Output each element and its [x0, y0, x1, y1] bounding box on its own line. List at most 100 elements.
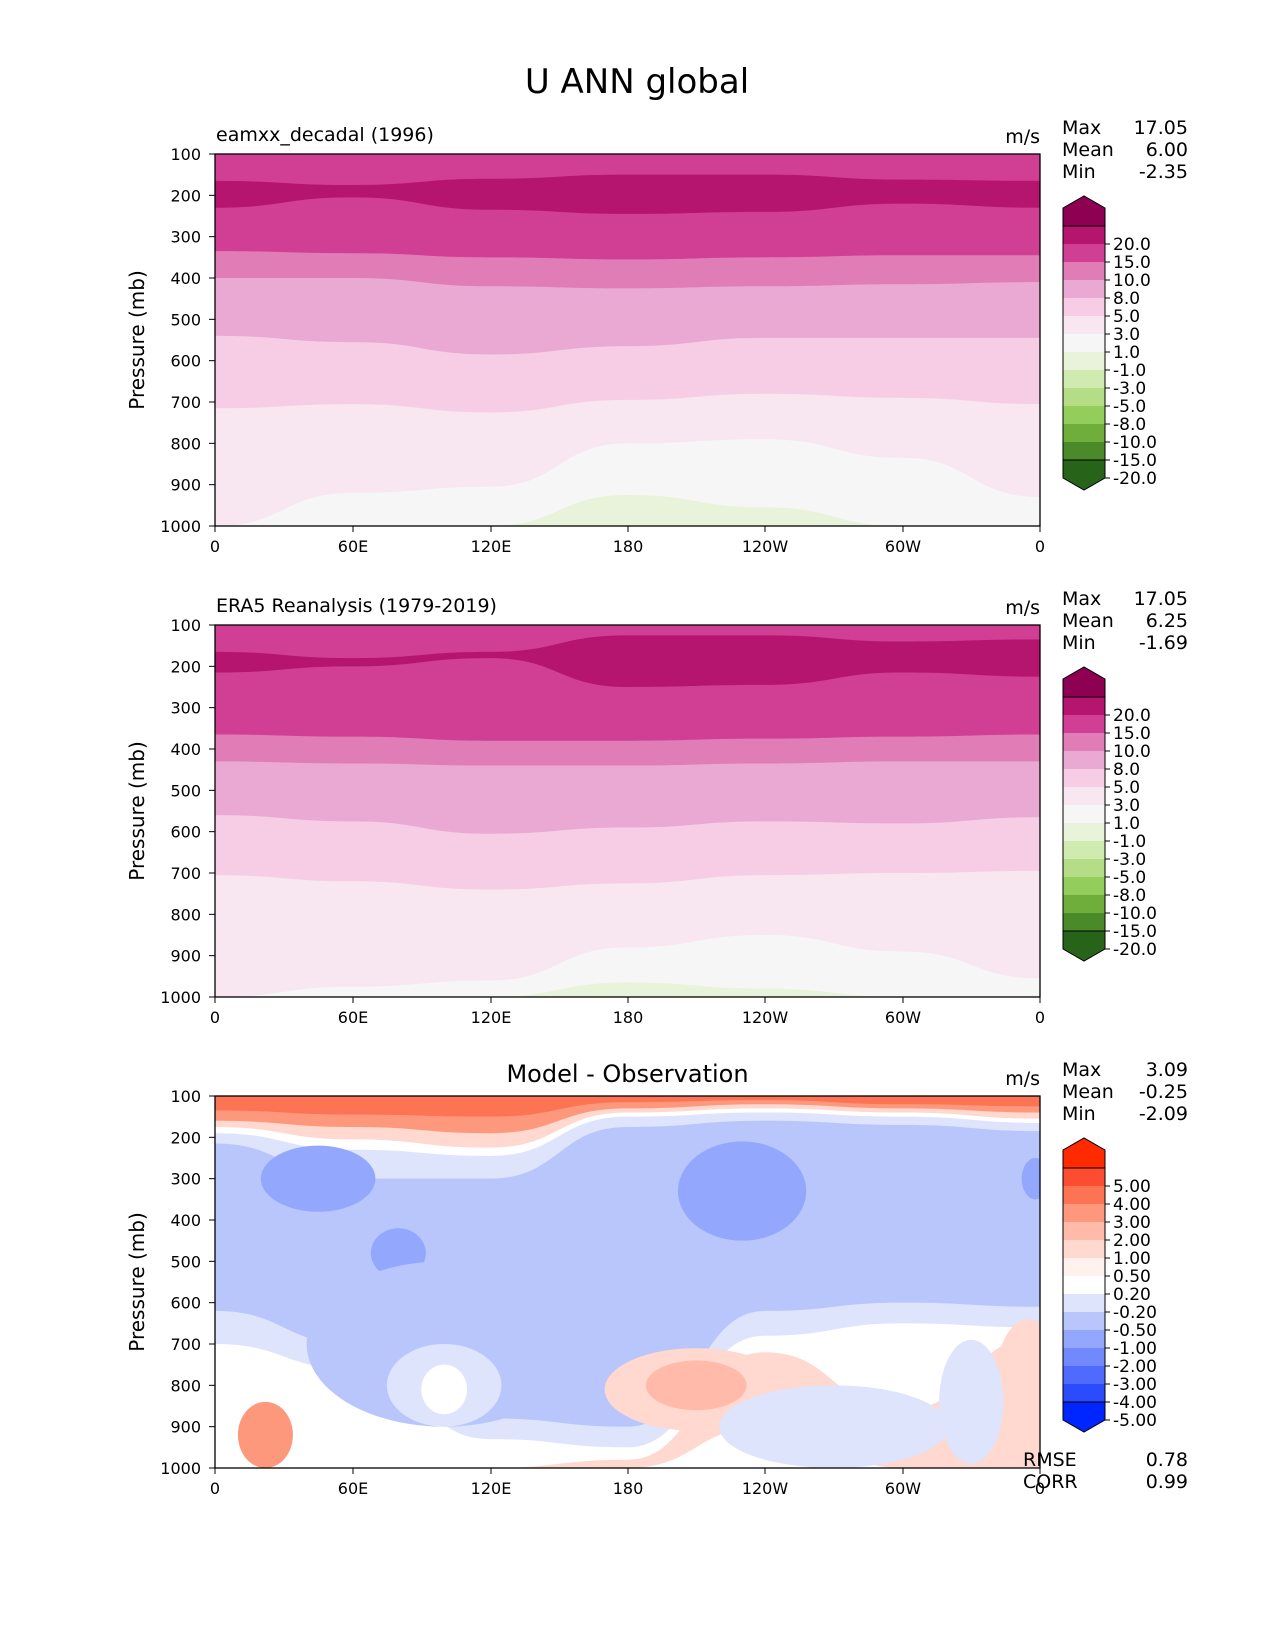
y-tick-label: 600 [170, 823, 201, 842]
contour-feature-13 [719, 1385, 949, 1468]
contour-feature-1 [260, 1145, 376, 1212]
colorbar-level-label: -3.0 [1113, 850, 1146, 870]
x-tick-label: 60W [885, 1479, 921, 1498]
y-tick-label: 100 [170, 145, 201, 164]
colorbar-level-label: -1.0 [1113, 832, 1146, 852]
colorbar-cell [1063, 1312, 1105, 1330]
stat-mean-value: 6.25 [1146, 610, 1188, 632]
colorbar-extend-bottom [1062, 930, 1106, 962]
colorbar-cell [1063, 859, 1105, 877]
y-tick-label: 200 [170, 186, 201, 205]
colorbar-level-label: 10.0 [1113, 742, 1151, 762]
x-tick-label: 120W [742, 537, 789, 556]
y-tick-label: 800 [170, 434, 201, 453]
stat-max-label: Max [1062, 588, 1101, 610]
y-tick-label: 500 [170, 310, 201, 329]
contour-field [215, 154, 1040, 526]
x-tick-label: 180 [613, 1479, 644, 1498]
colorbar-level-label: 3.0 [1113, 325, 1140, 345]
colorbar-cell [1063, 733, 1105, 751]
y-tick-label: 400 [170, 1211, 201, 1230]
colorbar-level-label: 0.20 [1113, 1285, 1151, 1305]
colorbar-level-label: -5.00 [1113, 1411, 1157, 1431]
colorbar-level-label: 1.0 [1113, 343, 1140, 363]
colorbar-cell [1063, 1258, 1105, 1276]
colorbar-level-label: -1.00 [1113, 1339, 1157, 1359]
units-label: m/s [1005, 126, 1040, 148]
stat-max-label: Max [1062, 1059, 1101, 1081]
colorbar-level-label: 15.0 [1113, 253, 1151, 273]
colorbar-level-label: 5.00 [1113, 1177, 1151, 1197]
colorbar-extend-bottom [1062, 459, 1106, 491]
colorbar-cell [1063, 334, 1105, 352]
colorbar-level-label: -5.0 [1113, 397, 1146, 417]
colorbar-cell [1063, 697, 1105, 715]
y-tick-label: 400 [170, 740, 201, 759]
stat-min-value: -2.09 [1139, 1103, 1188, 1125]
colorbar-extend-top [1062, 1137, 1106, 1169]
colorbar-cell [1063, 769, 1105, 787]
colorbar-cell [1063, 1276, 1105, 1294]
colorbar-level-label: 1.0 [1113, 814, 1140, 834]
colorbar-level-label: -0.20 [1113, 1303, 1157, 1323]
y-tick-label: 300 [170, 1170, 201, 1189]
colorbar-level-label: -8.0 [1113, 886, 1146, 906]
colorbar-cell [1063, 406, 1105, 424]
colorbar-cell [1063, 316, 1105, 334]
colorbar-level-label: 20.0 [1113, 235, 1151, 255]
y-tick-label: 800 [170, 1376, 201, 1395]
x-tick-label: 120E [471, 1008, 512, 1027]
colorbar-level-label: -10.0 [1113, 433, 1157, 453]
panel-title: eamxx_decadal (1996) [216, 124, 434, 146]
colorbar-level-label: 2.00 [1113, 1231, 1151, 1251]
colorbar-cell [1063, 226, 1105, 244]
figure-title: U ANN global [525, 62, 749, 102]
contour-band-9 [215, 982, 1040, 997]
stat-min-value: -1.69 [1139, 632, 1188, 654]
colorbar-cell [1063, 841, 1105, 859]
y-tick-label: 900 [170, 1418, 201, 1437]
colorbar-level-label: -20.0 [1113, 940, 1157, 960]
stat-mean-label: Mean [1062, 139, 1114, 161]
y-tick-label: 100 [170, 616, 201, 635]
contour-feature-5 [306, 1261, 582, 1427]
colorbar-cell [1063, 823, 1105, 841]
y-tick-label: 200 [170, 1128, 201, 1147]
x-tick-label: 60W [885, 1008, 921, 1027]
stat-min-label: Min [1062, 161, 1096, 183]
colorbar-level-label: 3.00 [1113, 1213, 1151, 1233]
y-tick-label: 200 [170, 657, 201, 676]
colorbar-level-label: 10.0 [1113, 271, 1151, 291]
x-tick-label: 180 [613, 1008, 644, 1027]
y-axis-label: Pressure (mb) [125, 270, 149, 410]
colorbar-level-label: 5.0 [1113, 778, 1140, 798]
colorbar-level-label: 8.0 [1113, 760, 1140, 780]
y-tick-label: 1000 [160, 517, 201, 536]
contour-feature-12 [939, 1339, 1004, 1464]
colorbar: 5.004.003.002.001.000.500.20-0.20-0.50-1… [1062, 1137, 1157, 1433]
units-label: m/s [1005, 1068, 1040, 1090]
colorbar-level-label: 3.0 [1113, 796, 1140, 816]
x-tick-label: 0 [1035, 537, 1045, 556]
y-tick-label: 600 [170, 352, 201, 371]
colorbar-level-label: -0.50 [1113, 1321, 1157, 1341]
panel-1: 100 200 300 400 500 600 700 800 900 1000 0 60E 120E 1… [125, 117, 1188, 556]
y-tick-label: 1000 [160, 988, 201, 1007]
colorbar-cell [1063, 262, 1105, 280]
contour-field [215, 625, 1040, 997]
colorbar-level-label: 4.00 [1113, 1195, 1151, 1215]
colorbar-cell [1063, 877, 1105, 895]
y-tick-label: 500 [170, 781, 201, 800]
x-tick-label: 120W [742, 1008, 789, 1027]
contour-feature-8 [237, 1401, 293, 1468]
y-tick-label: 600 [170, 1294, 201, 1313]
contour-band-8 [215, 935, 1040, 997]
y-tick-label: 300 [170, 228, 201, 247]
contour-feature-3 [677, 1141, 807, 1241]
colorbar-cell [1063, 352, 1105, 370]
stat-max-value: 17.05 [1134, 588, 1188, 610]
panel-title: ERA5 Reanalysis (1979-2019) [216, 595, 497, 617]
panel-2: 100 200 300 400 500 600 700 800 900 1000 0 60E 120E 1… [125, 588, 1188, 1027]
